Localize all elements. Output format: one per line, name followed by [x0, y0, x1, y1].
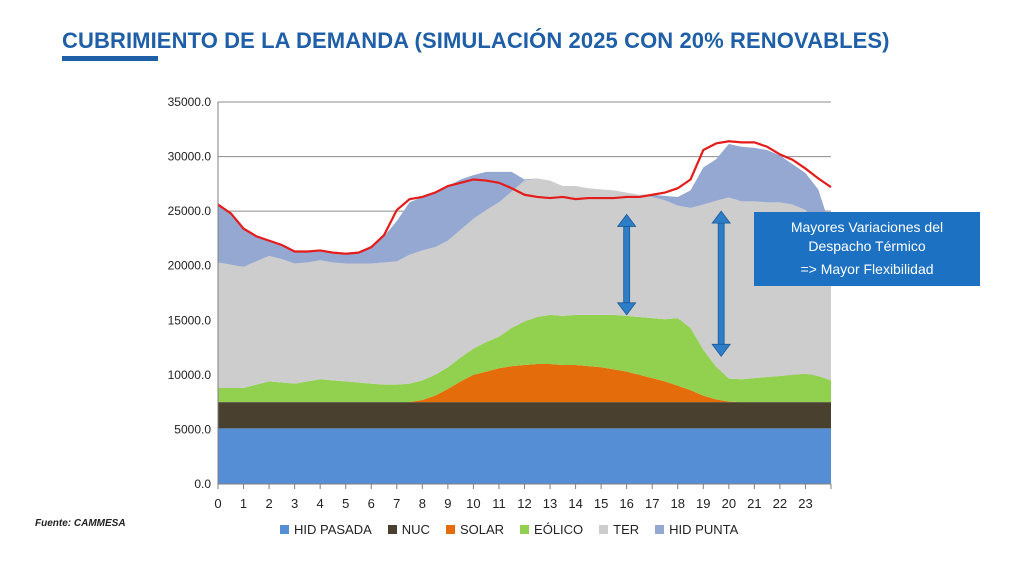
legend-item-nuc: NUC: [387, 522, 430, 537]
axes: 0.0 5000.0 10000.0 15000.0 20000.0 25000.0 300…: [168, 95, 832, 511]
legend-item-hid-punta: HID PUNTA: [655, 522, 738, 537]
legend: HID PASADA NUC SOLAR EÓLICO TER HID PUNT…: [280, 522, 738, 537]
callout-line-2: Despacho Térmico: [808, 238, 926, 254]
x-tick-label: 11: [492, 496, 506, 511]
y-tick-label: 20000.0: [168, 259, 212, 273]
x-tick-label: 20: [722, 496, 736, 511]
x-tick-label: 7: [393, 496, 400, 511]
x-tick-label: 10: [466, 496, 480, 511]
legend-swatch: [655, 525, 665, 534]
legend-swatch: [599, 525, 609, 534]
legend-item-solar: SOLAR: [445, 522, 505, 537]
arrow-shaft: [623, 226, 631, 304]
y-tick-label: 10000.0: [168, 368, 212, 382]
legend-swatch: [445, 525, 455, 534]
source-note: Fuente: CAMMESA: [35, 518, 126, 529]
y-tick-label: 25000.0: [168, 204, 212, 218]
double-arrow: [616, 213, 637, 316]
x-tick-label: 4: [317, 496, 324, 511]
x-tick-label: 2: [265, 496, 272, 511]
legend-swatch: [280, 525, 289, 534]
legend-label: NUC: [401, 522, 430, 537]
x-tick-label: 13: [543, 496, 557, 511]
page-title: CUBRIMIENTO DE LA DEMANDA (SIMULACIÓN 20…: [62, 28, 890, 53]
area-nuc: [218, 402, 831, 429]
x-tick-label: 19: [696, 496, 710, 511]
x-tick-label: 18: [671, 496, 685, 511]
x-tick-label: 12: [517, 496, 531, 511]
legend-item-hid-pasada: HID PASADA: [280, 522, 372, 537]
x-tick-label: 5: [342, 496, 349, 511]
area-hid-punta: [218, 144, 831, 267]
double-arrow: [711, 210, 731, 357]
arrow-shaft: [717, 222, 725, 345]
x-tick-label: 8: [419, 496, 426, 511]
area-e-lico: [218, 314, 831, 403]
demand-line-layer: [217, 140, 832, 255]
legend-item-ter: TER: [599, 522, 639, 537]
arrow-head-up: [711, 210, 731, 224]
legend-label: HID PASADA: [294, 522, 372, 537]
legend-label: EÓLICO: [534, 522, 584, 537]
y-tick-label: 5000.0: [174, 422, 211, 436]
x-tick-label: 3: [291, 496, 298, 511]
area-ter: [218, 178, 831, 388]
area-hid-pasada: [218, 428, 831, 484]
callout-box: Mayores Variaciones del Despacho Térmico…: [754, 212, 980, 286]
title-underline: [62, 56, 158, 61]
x-tick-label: 0: [214, 496, 221, 511]
x-tick-label: 23: [798, 496, 812, 511]
x-tick-label: 16: [619, 496, 633, 511]
y-tick-label: 30000.0: [168, 150, 212, 164]
x-tick-label: 14: [568, 496, 582, 511]
legend-label: TER: [613, 522, 640, 537]
arrow-layer: [616, 210, 731, 357]
legend-label: HID PUNTA: [669, 522, 739, 537]
legend-swatch: [387, 525, 397, 534]
x-tick-label: 17: [645, 496, 659, 511]
x-tick-label: 6: [368, 496, 375, 511]
x-tick-label: 15: [594, 496, 608, 511]
legend-swatch: [520, 525, 530, 534]
legend-label: SOLAR: [459, 522, 505, 537]
legend-item-eolico: EÓLICO: [520, 522, 583, 537]
x-tick-label: 22: [773, 496, 787, 511]
arrow-head-down: [616, 302, 637, 316]
y-tick-label: 15000.0: [168, 313, 212, 327]
demand-line: [217, 140, 832, 255]
y-tick-label: 0.0: [194, 477, 211, 491]
area-series: [218, 144, 831, 484]
arrow-head-down: [711, 343, 731, 357]
x-tick-label: 1: [240, 496, 247, 511]
area-solar: [218, 363, 831, 403]
callout-line-3: => Mayor Flexibilidad: [800, 261, 934, 277]
x-tick-label: 9: [444, 496, 451, 511]
y-tick-label: 35000.0: [168, 95, 212, 109]
x-tick-label: 21: [747, 496, 761, 511]
callout-line-1: Mayores Variaciones del: [790, 219, 944, 235]
arrow-head-up: [616, 213, 637, 227]
